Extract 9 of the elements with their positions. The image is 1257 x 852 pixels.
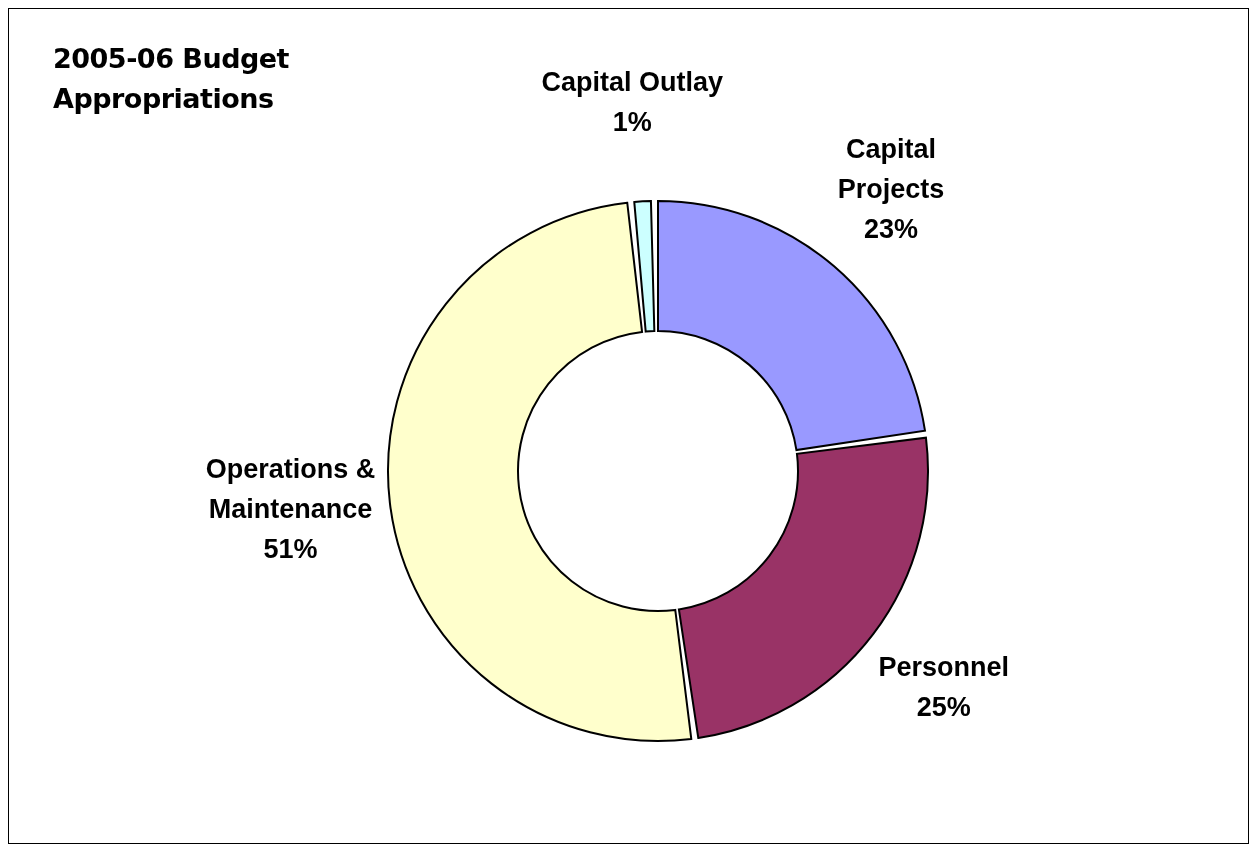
- chart-title: 2005-06 Budget Appropriations: [53, 42, 290, 116]
- slice-label: Capital Outlay: [541, 66, 723, 97]
- slice-label: Operations & Maintenance: [205, 454, 376, 525]
- data-label: 25%: [916, 691, 971, 722]
- data-label: 51%: [263, 534, 318, 565]
- slice-label: Capital Projects: [837, 134, 945, 205]
- data-label: 1%: [612, 106, 652, 137]
- data-label: 23%: [864, 214, 919, 245]
- slice-label: Personnel: [878, 651, 1010, 682]
